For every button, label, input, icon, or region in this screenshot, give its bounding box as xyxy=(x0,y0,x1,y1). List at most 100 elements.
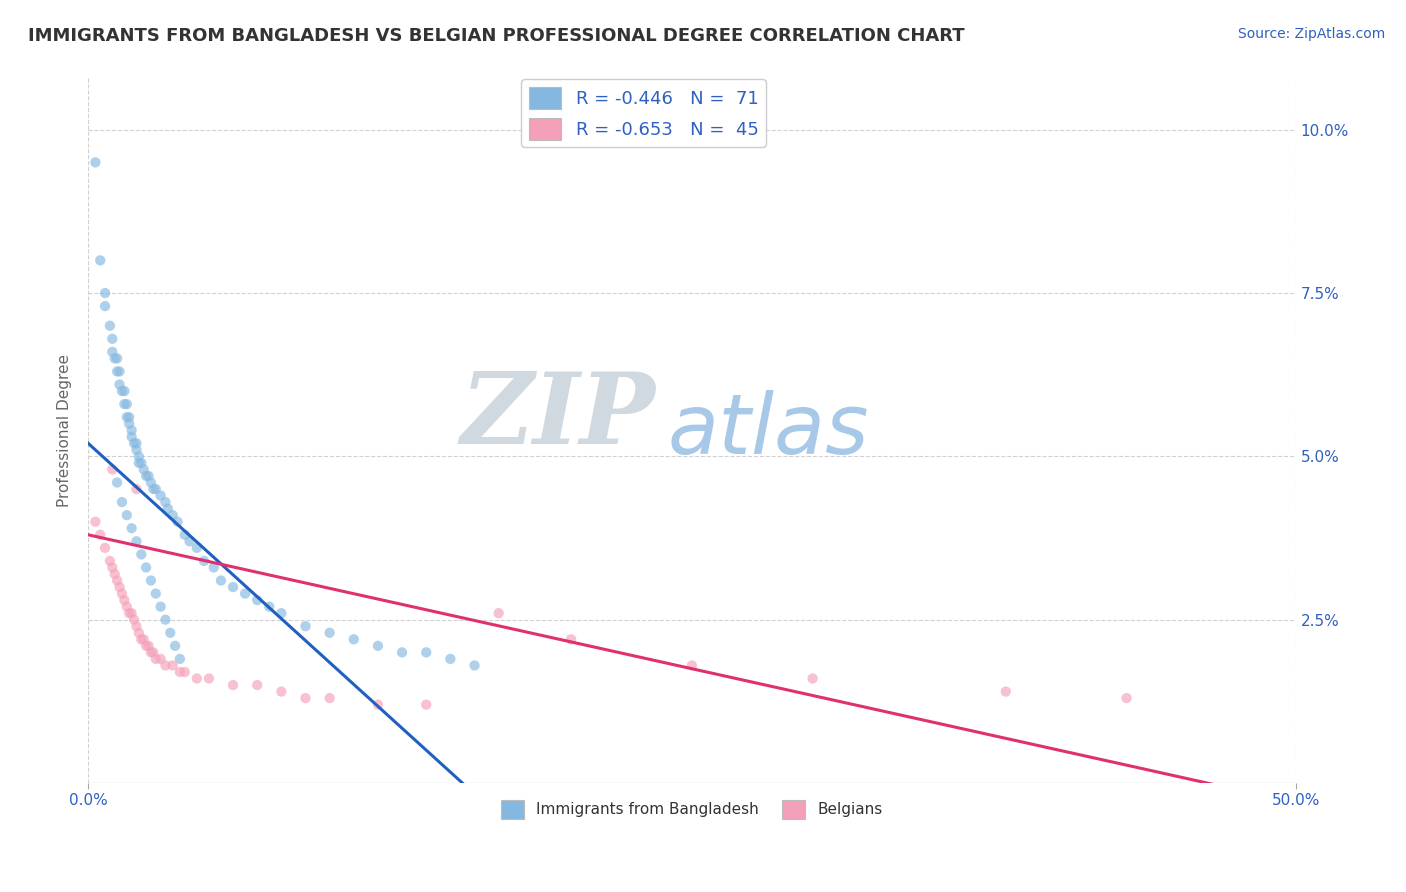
Point xyxy=(169,665,191,679)
Point xyxy=(801,672,824,686)
Point xyxy=(173,665,195,679)
Point xyxy=(121,606,143,620)
Point xyxy=(98,318,121,333)
Point xyxy=(202,560,225,574)
Point xyxy=(84,155,107,169)
Point xyxy=(343,632,366,647)
Point xyxy=(115,410,138,425)
Point xyxy=(162,508,184,523)
Point xyxy=(121,521,143,535)
Point xyxy=(198,672,221,686)
Point xyxy=(488,606,510,620)
Point xyxy=(108,377,131,392)
Point xyxy=(115,397,138,411)
Point xyxy=(108,580,131,594)
Point xyxy=(270,684,292,698)
Point xyxy=(139,645,162,659)
Point xyxy=(125,482,148,496)
Point xyxy=(108,364,131,378)
Point xyxy=(94,286,117,301)
Point xyxy=(118,417,141,431)
Point xyxy=(111,586,134,600)
Point xyxy=(132,632,155,647)
Point xyxy=(128,625,150,640)
Point xyxy=(128,456,150,470)
Point xyxy=(1115,691,1137,706)
Point xyxy=(115,599,138,614)
Point xyxy=(259,599,281,614)
Point xyxy=(129,456,152,470)
Point xyxy=(155,613,177,627)
Point xyxy=(104,351,127,366)
Point xyxy=(222,580,245,594)
Point xyxy=(162,658,184,673)
Point xyxy=(270,606,292,620)
Point xyxy=(101,332,124,346)
Text: ZIP: ZIP xyxy=(461,368,655,465)
Point xyxy=(105,351,128,366)
Point xyxy=(105,475,128,490)
Point xyxy=(118,410,141,425)
Point xyxy=(98,554,121,568)
Text: atlas: atlas xyxy=(668,390,869,471)
Point xyxy=(294,691,316,706)
Point xyxy=(89,528,111,542)
Point xyxy=(132,462,155,476)
Point xyxy=(149,599,172,614)
Point xyxy=(415,698,437,712)
Point xyxy=(464,658,486,673)
Text: IMMIGRANTS FROM BANGLADESH VS BELGIAN PROFESSIONAL DEGREE CORRELATION CHART: IMMIGRANTS FROM BANGLADESH VS BELGIAN PR… xyxy=(28,27,965,45)
Point xyxy=(105,364,128,378)
Point xyxy=(142,645,165,659)
Point xyxy=(138,469,160,483)
Point xyxy=(122,613,145,627)
Point xyxy=(104,566,127,581)
Point xyxy=(155,658,177,673)
Point xyxy=(112,593,135,607)
Point xyxy=(125,534,148,549)
Point xyxy=(138,639,160,653)
Point xyxy=(681,658,703,673)
Point xyxy=(165,639,187,653)
Point xyxy=(121,430,143,444)
Point xyxy=(318,625,340,640)
Point xyxy=(129,632,152,647)
Point xyxy=(89,253,111,268)
Point xyxy=(179,534,201,549)
Point xyxy=(125,436,148,450)
Point xyxy=(209,574,232,588)
Point xyxy=(294,619,316,633)
Point xyxy=(142,482,165,496)
Point xyxy=(149,489,172,503)
Legend: Immigrants from Bangladesh, Belgians: Immigrants from Bangladesh, Belgians xyxy=(495,794,889,825)
Point xyxy=(246,678,269,692)
Point xyxy=(415,645,437,659)
Point xyxy=(156,501,179,516)
Point xyxy=(111,495,134,509)
Point xyxy=(101,462,124,476)
Point xyxy=(139,574,162,588)
Point xyxy=(135,639,157,653)
Point xyxy=(101,560,124,574)
Point xyxy=(145,652,167,666)
Point xyxy=(318,691,340,706)
Point xyxy=(186,541,208,555)
Point xyxy=(233,586,256,600)
Point xyxy=(125,619,148,633)
Point xyxy=(111,384,134,398)
Point xyxy=(193,554,215,568)
Point xyxy=(145,482,167,496)
Point xyxy=(186,672,208,686)
Point xyxy=(94,541,117,555)
Y-axis label: Professional Degree: Professional Degree xyxy=(58,354,72,507)
Point xyxy=(166,515,188,529)
Point xyxy=(159,625,181,640)
Point xyxy=(391,645,413,659)
Point xyxy=(128,450,150,464)
Point xyxy=(439,652,461,666)
Point xyxy=(101,344,124,359)
Point xyxy=(94,299,117,313)
Text: Source: ZipAtlas.com: Source: ZipAtlas.com xyxy=(1237,27,1385,41)
Point xyxy=(139,475,162,490)
Point xyxy=(169,652,191,666)
